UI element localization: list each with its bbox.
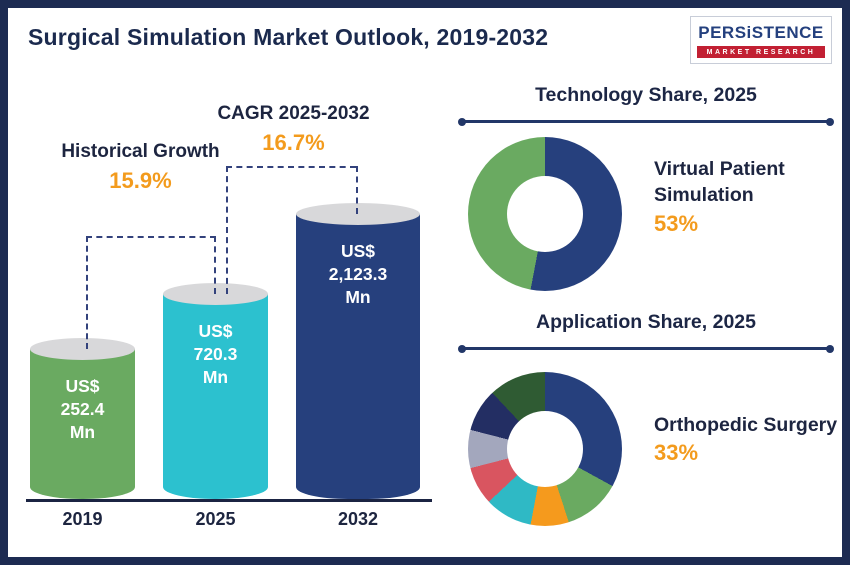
content-area: Surgical Simulation Market Outlook, 2019… xyxy=(8,8,842,557)
historical-growth-value: 15.9% xyxy=(109,167,172,193)
cagr-value: 16.7% xyxy=(262,129,325,155)
heading-divider xyxy=(458,117,834,126)
cagr-label: CAGR 2025-2032 xyxy=(217,103,370,124)
bar-2019-value-label: US$ 252.4 Mn xyxy=(60,376,105,443)
bar-2025-value-label: US$ 720.3 Mn xyxy=(193,321,238,388)
technology-share-donut xyxy=(468,137,622,291)
application-share-highlight: Orthopedic Surgery 33% xyxy=(654,412,839,466)
bar-2025: US$ 720.3 Mn xyxy=(163,283,268,499)
bar-2019: US$ 252.4 Mn xyxy=(30,338,135,499)
application-share-donut xyxy=(468,372,622,526)
dashed-connector xyxy=(214,236,216,294)
dashed-connector xyxy=(226,166,228,294)
dashed-connector xyxy=(356,166,358,214)
heading-divider xyxy=(458,344,834,353)
dashed-connector xyxy=(86,236,88,349)
technology-share-highlight-value: 53% xyxy=(654,210,699,236)
x-tick-2025: 2025 xyxy=(195,509,236,529)
brand-logo: PERSiSTENCE MARKET RESEARCH xyxy=(690,16,832,64)
technology-share-heading: Technology Share, 2025 xyxy=(535,84,757,106)
historical-growth-label: Historical Growth xyxy=(61,141,220,162)
bar-2032: US$ 2,123.3 Mn xyxy=(296,203,420,499)
page-title: Surgical Simulation Market Outlook, 2019… xyxy=(28,24,549,50)
x-tick-2019: 2019 xyxy=(62,509,103,529)
cagr-annotation: CAGR 2025-2032 16.7% xyxy=(206,102,381,156)
bar-2032-cap xyxy=(296,203,420,225)
dashed-connector xyxy=(226,166,356,168)
technology-share-highlight-label: Virtual Patient Simulation xyxy=(654,158,785,207)
technology-share-highlight: Virtual Patient Simulation 53% xyxy=(654,156,839,237)
x-tick-2032: 2032 xyxy=(337,509,379,529)
dashed-connector xyxy=(86,236,216,238)
logo-tagline: MARKET RESEARCH xyxy=(697,46,825,58)
bar-2019-cap xyxy=(30,338,135,360)
application-share-highlight-label: Orthopedic Surgery xyxy=(654,414,838,436)
application-share-highlight-value: 33% xyxy=(654,440,699,466)
bar-2025-cap xyxy=(163,283,268,305)
application-share-heading: Application Share, 2025 xyxy=(536,311,756,333)
logo-wordmark: PERSiSTENCE xyxy=(698,23,824,42)
bar-2032-value-label: US$ 2,123.3 Mn xyxy=(328,241,388,308)
historical-growth-annotation: Historical Growth 15.9% xyxy=(58,140,223,194)
x-axis-line xyxy=(26,499,432,502)
